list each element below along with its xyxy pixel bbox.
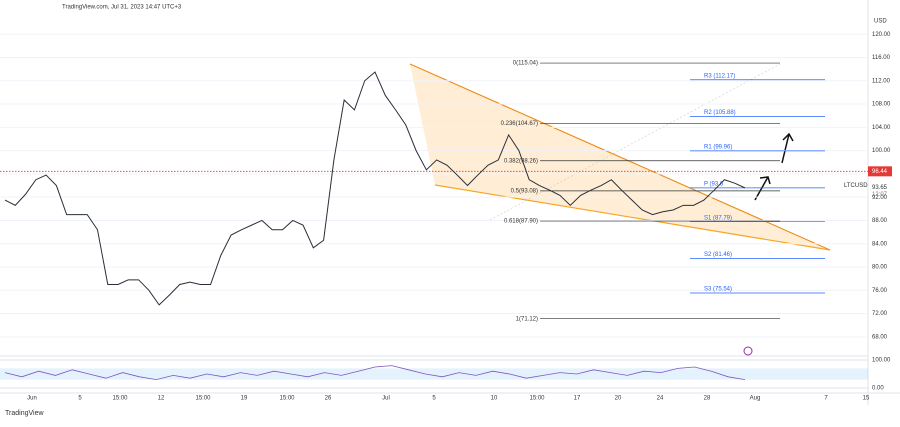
countdown: 12:07 (872, 192, 888, 198)
footer: TradingView (5, 410, 44, 417)
x-tick-label: 12 (158, 396, 165, 402)
x-tick-label: 15:00 (529, 396, 545, 402)
symbol-label: LTCUSD (844, 183, 868, 189)
pivot-label: R3 (112.17) (704, 73, 735, 79)
x-tick-label: 26 (325, 396, 332, 402)
y-tick-label: 112.00 (872, 78, 891, 84)
pivot-label: S1 (87.79) (704, 215, 732, 221)
x-tick-label: 15:00 (195, 396, 211, 402)
rsi-tick-label: 0.00 (872, 386, 884, 392)
pivot-label: S2 (81.46) (704, 252, 732, 258)
event-icon (743, 346, 753, 356)
pivot-label: R2 (105.88) (704, 110, 736, 116)
x-tick-label: 5 (432, 396, 436, 402)
fib-label: 0.236(104.67) (501, 121, 538, 127)
alert-label: 96.44 (872, 169, 888, 175)
x-tick-label: 19 (241, 396, 248, 402)
x-tick-label: 15:00 (279, 396, 295, 402)
x-tick-label: 20 (615, 396, 622, 402)
y-tick-label: 72.00 (872, 311, 888, 317)
fib-label: 0(115.04) (513, 61, 538, 67)
rsi-band (0, 368, 868, 380)
rsi-tick-label: 100.00 (872, 358, 891, 364)
x-tick-label: Jul (382, 396, 390, 402)
fib-trend (489, 63, 781, 221)
y-tick-label: 108.00 (872, 102, 891, 108)
wedge-upper (409, 63, 831, 251)
x-tick-label: Jun (27, 396, 37, 402)
x-tick-label: 24 (657, 396, 664, 402)
x-tick-label: 10 (491, 396, 498, 402)
y-tick-label: 100.00 (872, 148, 891, 154)
x-tick-label: 15:00 (112, 396, 128, 402)
pivot-label: S3 (75.54) (704, 287, 732, 293)
x-tick-label: 7 (824, 396, 828, 402)
price-line (4, 71, 746, 306)
y-tick-label: 76.00 (872, 288, 888, 294)
y-tick-label: 84.00 (872, 241, 888, 247)
fib-label: 0.5(93.08) (511, 188, 538, 194)
y-tick-label: 116.00 (872, 55, 891, 61)
y-tick-label: 92.00 (872, 195, 888, 201)
fib-label: 0.618(87.90) (504, 219, 538, 225)
wedge-lower (434, 184, 831, 251)
x-tick-label: 5 (78, 396, 82, 402)
x-tick-label: 28 (704, 396, 711, 402)
y-tick-label: 80.00 (872, 265, 888, 271)
header: TradingView.com, Jul 31, 2023 14:47 UTC+… (62, 5, 182, 11)
pivot-label: R1 (99.96) (704, 144, 732, 150)
rsi-line (4, 365, 746, 381)
x-tick-label: 17 (574, 396, 581, 402)
trend-line (409, 63, 831, 251)
y-tick-label: 120.00 (872, 32, 891, 38)
fib-label: 1(71.12) (516, 316, 538, 322)
arrows (754, 132, 794, 201)
last-price: 93.65 (872, 185, 888, 191)
y-tick-label: 104.00 (872, 125, 891, 131)
y-tick-label: 88.00 (872, 218, 888, 224)
alert-box (868, 166, 892, 177)
y-tick-label: 68.00 (872, 334, 888, 340)
pivot-label: P (93.6 (704, 181, 724, 187)
currency: USD (874, 19, 887, 25)
x-tick-label: 15 (863, 396, 870, 402)
fib-label: 0.382(98.26) (504, 158, 538, 164)
x-tick-label: Aug (750, 396, 761, 402)
